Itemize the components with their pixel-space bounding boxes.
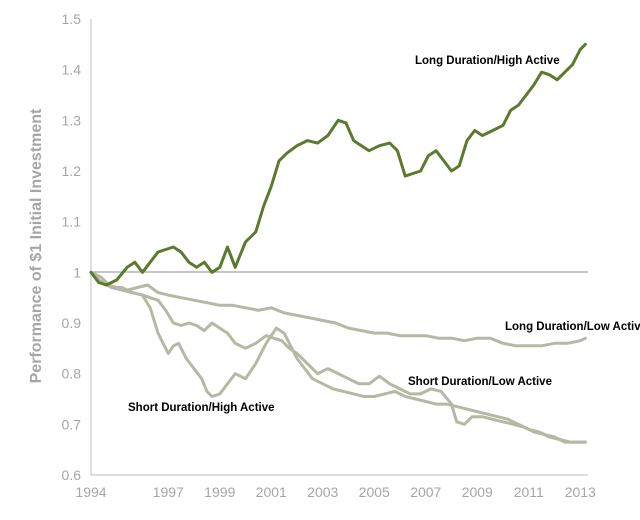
series-line-long-duration-high-active (89, 42, 587, 287)
y-axis-title: Performance of $1 Initial Investment (28, 108, 45, 383)
y-tick-label: 1.2 (62, 163, 82, 179)
y-tick-label: 1.5 (62, 11, 82, 27)
series-line-long-duration-low-active (89, 270, 587, 348)
y-tick-label: 0.8 (62, 366, 82, 382)
annotation-long-low-active: Long Duration/Low Active (505, 321, 640, 333)
x-tick-label: 2011 (514, 484, 544, 500)
annotation-long-high-active: Long Duration/High Active (415, 55, 560, 67)
series-line-short-duration-high-active (89, 270, 587, 444)
y-tick-label: 1.1 (62, 214, 82, 230)
x-tick-label: 2001 (256, 484, 287, 500)
y-tick-label: 0.6 (62, 467, 82, 483)
series-lines (89, 42, 587, 444)
series-annotations: Long Duration/High Active Long Duration/… (128, 55, 640, 414)
x-tick-label: 2009 (462, 484, 493, 500)
x-tick-labels: 1994 1997 1999 2001 2003 2005 2007 2009 2011 2013 (75, 484, 596, 500)
series-line-short-duration-low-active (89, 270, 587, 444)
x-tick-label: 2013 (565, 484, 596, 500)
annotation-short-high-active: Short Duration/High Active (128, 402, 275, 414)
y-tick-label: 0.7 (62, 416, 82, 432)
x-tick-label: 2007 (410, 484, 441, 500)
y-tick-label: 1 (73, 264, 81, 280)
y-tick-label: 0.9 (62, 315, 82, 331)
y-tick-label: 1.4 (62, 62, 82, 78)
chart-axes (90, 19, 588, 476)
x-tick-label: 1994 (75, 484, 106, 500)
x-tick-label: 1997 (153, 484, 184, 500)
x-tick-label: 2005 (359, 484, 390, 500)
x-tick-label: 2003 (307, 484, 338, 500)
annotation-short-low-active: Short Duration/Low Active (408, 376, 552, 388)
x-tick-label: 1999 (204, 484, 235, 500)
y-tick-labels: 0.6 0.7 0.8 0.9 1 1.1 1.2 1.3 1.4 1.5 (62, 11, 82, 483)
y-tick-label: 1.3 (62, 112, 82, 128)
